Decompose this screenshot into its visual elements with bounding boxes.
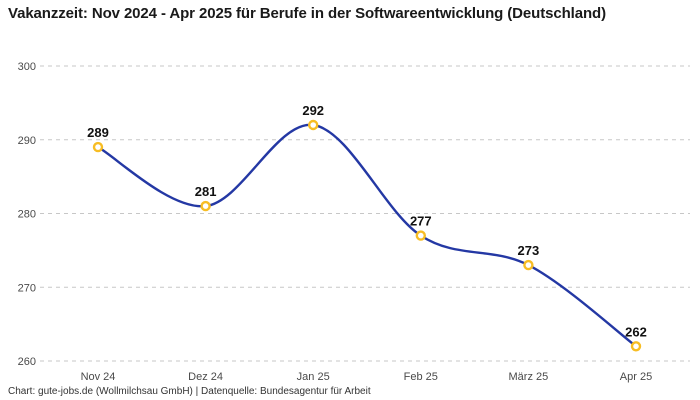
- x-tick-label: März 25: [509, 371, 549, 383]
- x-tick-label: Feb 25: [404, 371, 438, 383]
- x-tick-label: Apr 25: [620, 371, 652, 383]
- y-tick-label: 260: [18, 356, 36, 368]
- data-point-marker: [200, 200, 211, 212]
- data-point-marker: [92, 141, 104, 153]
- x-tick-label: Jan 25: [297, 371, 330, 383]
- data-point-marker: [415, 230, 426, 241]
- data-point-label: 281: [195, 184, 217, 199]
- x-tick-label: Nov 24: [81, 371, 116, 383]
- data-point-label: 262: [625, 324, 647, 339]
- chart-title: Vakanzzeit: Nov 2024 - Apr 2025 für Beru…: [8, 5, 606, 22]
- chart-credit: Chart: gute-jobs.de (Wollmilchsau GmbH) …: [8, 386, 371, 397]
- data-point-label: 277: [410, 214, 432, 229]
- y-tick-label: 280: [18, 209, 36, 221]
- series-line: [96, 123, 638, 348]
- data-point-marker: [523, 259, 534, 271]
- data-point-label: 289: [87, 125, 109, 140]
- data-point-label: 273: [518, 243, 540, 258]
- y-tick-label: 300: [18, 61, 36, 73]
- y-tick-label: 270: [18, 282, 36, 294]
- y-tick-label: 290: [18, 135, 36, 147]
- data-point-label: 292: [302, 103, 324, 118]
- data-point-marker: [308, 119, 319, 131]
- data-point-marker: [630, 341, 642, 352]
- x-tick-label: Dez 24: [188, 371, 223, 383]
